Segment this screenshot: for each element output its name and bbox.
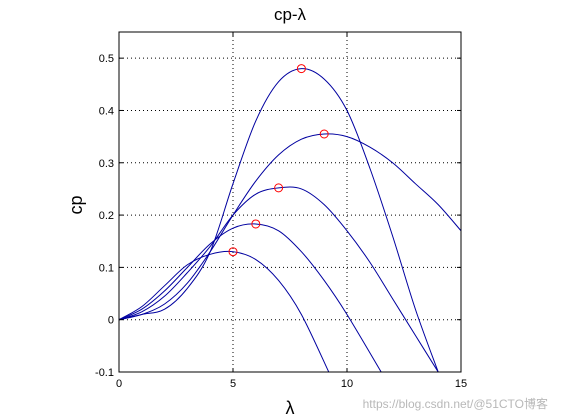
y-tick-label: 0.2: [99, 210, 114, 222]
x-axis-label: λ: [286, 398, 295, 418]
y-tick-label: 0.5: [99, 53, 114, 65]
max-cp-marker-3: [274, 183, 284, 193]
cp-curve-3: [119, 186, 439, 372]
series-group: [119, 68, 461, 372]
max-cp-marker-1: [296, 64, 306, 74]
x-tick-label: 15: [455, 378, 467, 390]
x-tick-label: 5: [230, 378, 236, 390]
watermark: https://blog.csdn.net/@51CTO博客: [363, 396, 548, 411]
x-tick-label: 10: [341, 378, 353, 390]
cp-curve-5: [119, 250, 330, 372]
y-tick-label: -0.1: [95, 367, 114, 379]
y-tick-label: 0.4: [99, 105, 114, 117]
max-cp-marker-2: [319, 129, 329, 139]
chart-title: cp-λ: [274, 5, 307, 24]
cp-curve-4: [119, 223, 382, 372]
y-tick-label: 0: [108, 315, 114, 327]
cp-curve-1: [119, 68, 439, 372]
plot-frame: [118, 31, 462, 373]
x-tick-label: 0: [116, 378, 122, 390]
y-tick-label: 0.1: [99, 262, 114, 274]
y-axis-label: cp: [66, 195, 86, 214]
ticks: 0 5 10 15-0.100.10.20.30.40.5: [95, 32, 467, 390]
max-cp-marker-5: [228, 247, 238, 257]
cp-curve-2: [119, 133, 461, 321]
max-cp-marker-4: [251, 219, 261, 229]
marker-group: [228, 64, 329, 257]
y-tick-label: 0.3: [99, 158, 114, 170]
grid: [119, 32, 461, 372]
